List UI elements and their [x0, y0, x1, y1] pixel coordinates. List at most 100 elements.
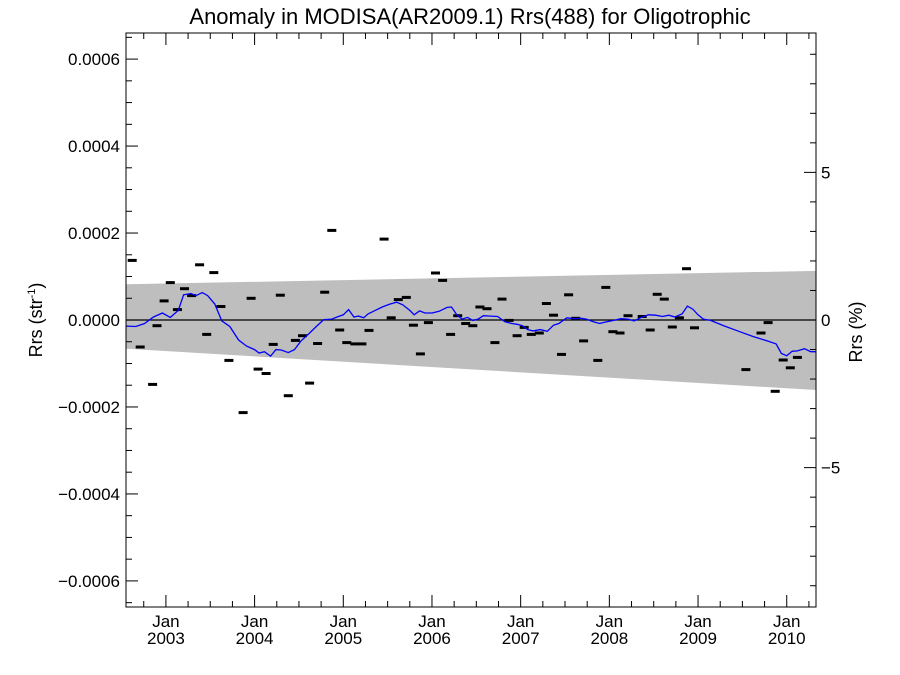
data-point — [253, 367, 263, 371]
data-point — [652, 292, 662, 296]
data-point — [313, 342, 323, 345]
data-point — [690, 326, 699, 330]
x-tick-year-label: 2007 — [502, 629, 540, 648]
chart-title: Anomaly in MODISA(AR2009.1) Rrs(488) for… — [189, 4, 750, 29]
x-tick-year-label: 2009 — [679, 629, 717, 648]
data-point — [335, 328, 345, 332]
x-tick-month-label: Jan — [684, 612, 711, 631]
x-tick-year-label: 2008 — [590, 629, 628, 648]
y-tick-label: −0.0004 — [58, 485, 120, 504]
data-point — [159, 299, 169, 303]
x-tick-month-label: Jan — [152, 612, 179, 631]
y-tick-label: −0.0002 — [58, 398, 120, 417]
right-tick-label: 5 — [821, 163, 830, 182]
data-point — [172, 308, 182, 312]
data-point — [645, 328, 655, 332]
data-point — [792, 355, 802, 359]
data-point — [364, 328, 374, 332]
x-tick-year-label: 2010 — [768, 629, 806, 648]
data-point — [320, 290, 330, 294]
x-tick-year-label: 2004 — [236, 629, 274, 648]
data-point — [438, 278, 448, 282]
data-point — [526, 332, 536, 336]
data-point — [268, 342, 278, 346]
data-point — [187, 294, 197, 298]
axes: 0.0006 0.0004 0.0002 0.0000 −0.0002 −0.0004 −0… — [58, 32, 840, 648]
right-tick-label: −5 — [821, 459, 840, 478]
data-point — [534, 331, 544, 335]
data-point — [497, 297, 507, 301]
data-point — [475, 305, 485, 309]
y-axis-label-left-text: Rrs (str — [26, 298, 46, 357]
x-tick-year-label: 2005 — [324, 629, 362, 648]
data-point — [379, 237, 389, 241]
plot-area — [125, 228, 816, 415]
x-tick-month-label: Jan — [241, 612, 268, 631]
y-tick-label: 0.0002 — [68, 224, 120, 243]
y-tick-label: 0.0006 — [68, 50, 120, 69]
data-point — [195, 263, 205, 267]
data-point — [283, 394, 293, 398]
data-point — [541, 302, 551, 305]
data-point — [401, 295, 411, 299]
data-point — [305, 381, 315, 385]
data-point — [165, 281, 175, 285]
data-point — [275, 293, 285, 297]
data-point — [623, 314, 633, 318]
x-tick-month-label: Jan — [773, 612, 800, 631]
y-axis-label-left: Rrs (str-1) — [26, 283, 46, 358]
data-point — [180, 287, 189, 291]
y-tick-label: −0.0006 — [58, 572, 120, 591]
x-tick-month-label: Jan — [596, 612, 623, 631]
data-point — [261, 372, 271, 375]
data-point — [549, 313, 558, 317]
data-point — [246, 296, 256, 300]
data-point — [756, 331, 766, 335]
data-point — [135, 345, 145, 349]
y-tick-label: 0.0004 — [68, 137, 120, 156]
data-point — [415, 352, 425, 356]
x-tick-year-label: 2006 — [413, 629, 451, 648]
y-tick-label: 0.0000 — [68, 311, 120, 330]
x-tick-month-label: Jan — [507, 612, 534, 631]
data-point — [423, 321, 433, 325]
data-point — [512, 334, 522, 338]
data-point — [461, 322, 471, 325]
x-tick-year-label: 2003 — [147, 629, 185, 648]
data-point — [504, 318, 514, 322]
data-point — [667, 325, 677, 329]
data-point — [778, 358, 788, 362]
data-point — [741, 368, 751, 372]
right-tick-label: 0 — [821, 311, 830, 330]
data-point — [770, 389, 780, 393]
data-point — [785, 366, 795, 370]
data-point — [152, 324, 162, 328]
data-point — [327, 228, 337, 232]
data-point — [763, 321, 773, 325]
data-point — [238, 411, 248, 415]
x-tick-month-label: Jan — [418, 612, 445, 631]
y-axis-label-right: Rrs (%) — [846, 302, 866, 363]
data-point — [564, 293, 574, 297]
data-point — [224, 358, 234, 362]
data-point — [674, 316, 684, 320]
uncertainty-band — [126, 270, 816, 390]
data-point — [202, 332, 212, 336]
y-axis-label-left-close: ) — [26, 283, 46, 289]
data-point — [357, 342, 367, 346]
data-point — [127, 258, 137, 262]
x-tick-month-label: Jan — [330, 612, 357, 631]
data-point — [446, 332, 456, 336]
data-point — [209, 271, 219, 275]
data-point — [148, 382, 158, 386]
data-point — [659, 297, 669, 301]
data-point — [615, 331, 625, 335]
data-point — [216, 305, 226, 308]
running-mean-line — [125, 291, 816, 357]
data-point — [601, 285, 611, 289]
data-point — [408, 323, 418, 327]
data-point — [490, 341, 500, 345]
data-point — [431, 271, 440, 275]
data-point — [298, 334, 307, 338]
